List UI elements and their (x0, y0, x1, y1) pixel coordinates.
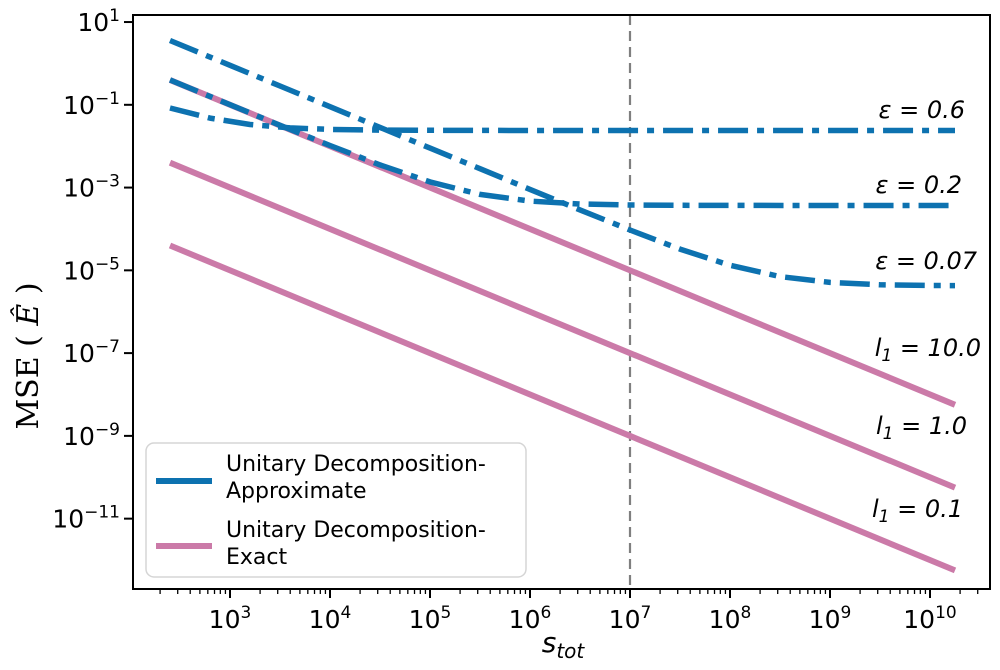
series-exact-l1-1 (168, 159, 957, 491)
x-tick-label: 104 (309, 603, 352, 634)
curve-label-l1-0.1: l1 = 0.1 (872, 495, 963, 527)
series-exact-l1-10 (168, 77, 957, 408)
curve-label-l1-10.0: l1 = 10.0 (875, 334, 981, 366)
x-axis-label: stot (542, 626, 586, 663)
y-tick-label: 10−11 (52, 503, 120, 534)
plot-area-border (132, 14, 991, 590)
y-tick-label: 10−5 (63, 254, 120, 285)
series-approx-eps-0.07 (168, 37, 956, 289)
x-tick-label: 1010 (903, 603, 956, 634)
y-tick-label: 101 (77, 6, 120, 37)
axis-labels-group: stot MSE ( Ê ) (10, 282, 585, 663)
series-approx-eps-0.6 (169, 105, 955, 134)
y-axis-ticks: 101 10−1 10−3 10−5 10−7 10−9 10−11 (52, 6, 133, 534)
curve-label-ε-0.2: ε = 0.2 (875, 171, 962, 199)
series-approx-eps-0.2 (168, 77, 955, 209)
legend-label-line2: Exact (226, 545, 287, 570)
series-exact-l1-0.1 (168, 242, 957, 574)
y-tick-label: 10−3 (63, 172, 120, 203)
curve-label-l1-1.0: l1 = 1.0 (876, 412, 967, 444)
curves-group (168, 37, 957, 574)
x-tick-label: 107 (609, 603, 652, 634)
legend-box (145, 442, 527, 578)
curve-label-ε-0.07: ε = 0.07 (875, 247, 978, 275)
x-tick-label: 108 (709, 603, 752, 634)
legend: Unitary Decomposition-ApproximateUnitary… (145, 442, 527, 578)
curve-labels-group: ε = 0.6 ε = 0.2 ε = 0.07 l1 = 10.0 l1 = 1.0 l… (872, 96, 981, 527)
x-tick-label: 106 (509, 603, 552, 634)
y-tick-label: 10−9 (63, 420, 120, 451)
x-tick-label: 109 (809, 603, 852, 634)
legend-label-line1: Unitary Decomposition- (226, 452, 486, 477)
x-axis-ticks: 103 104 105 106 107 108 109 1010 (159, 589, 979, 634)
curve-label-ε-0.6: ε = 0.6 (878, 96, 965, 124)
x-tick-label: 103 (209, 603, 252, 634)
x-tick-label: 105 (409, 603, 452, 634)
y-tick-label: 10−7 (63, 337, 120, 368)
y-axis-label: MSE ( Ê ) (10, 282, 46, 429)
plot-frame-group (132, 14, 991, 590)
y-tick-label: 10−1 (63, 89, 120, 120)
legend-label-line1: Unitary Decomposition- (226, 518, 486, 543)
legend-label-line2: Approximate (226, 479, 367, 504)
